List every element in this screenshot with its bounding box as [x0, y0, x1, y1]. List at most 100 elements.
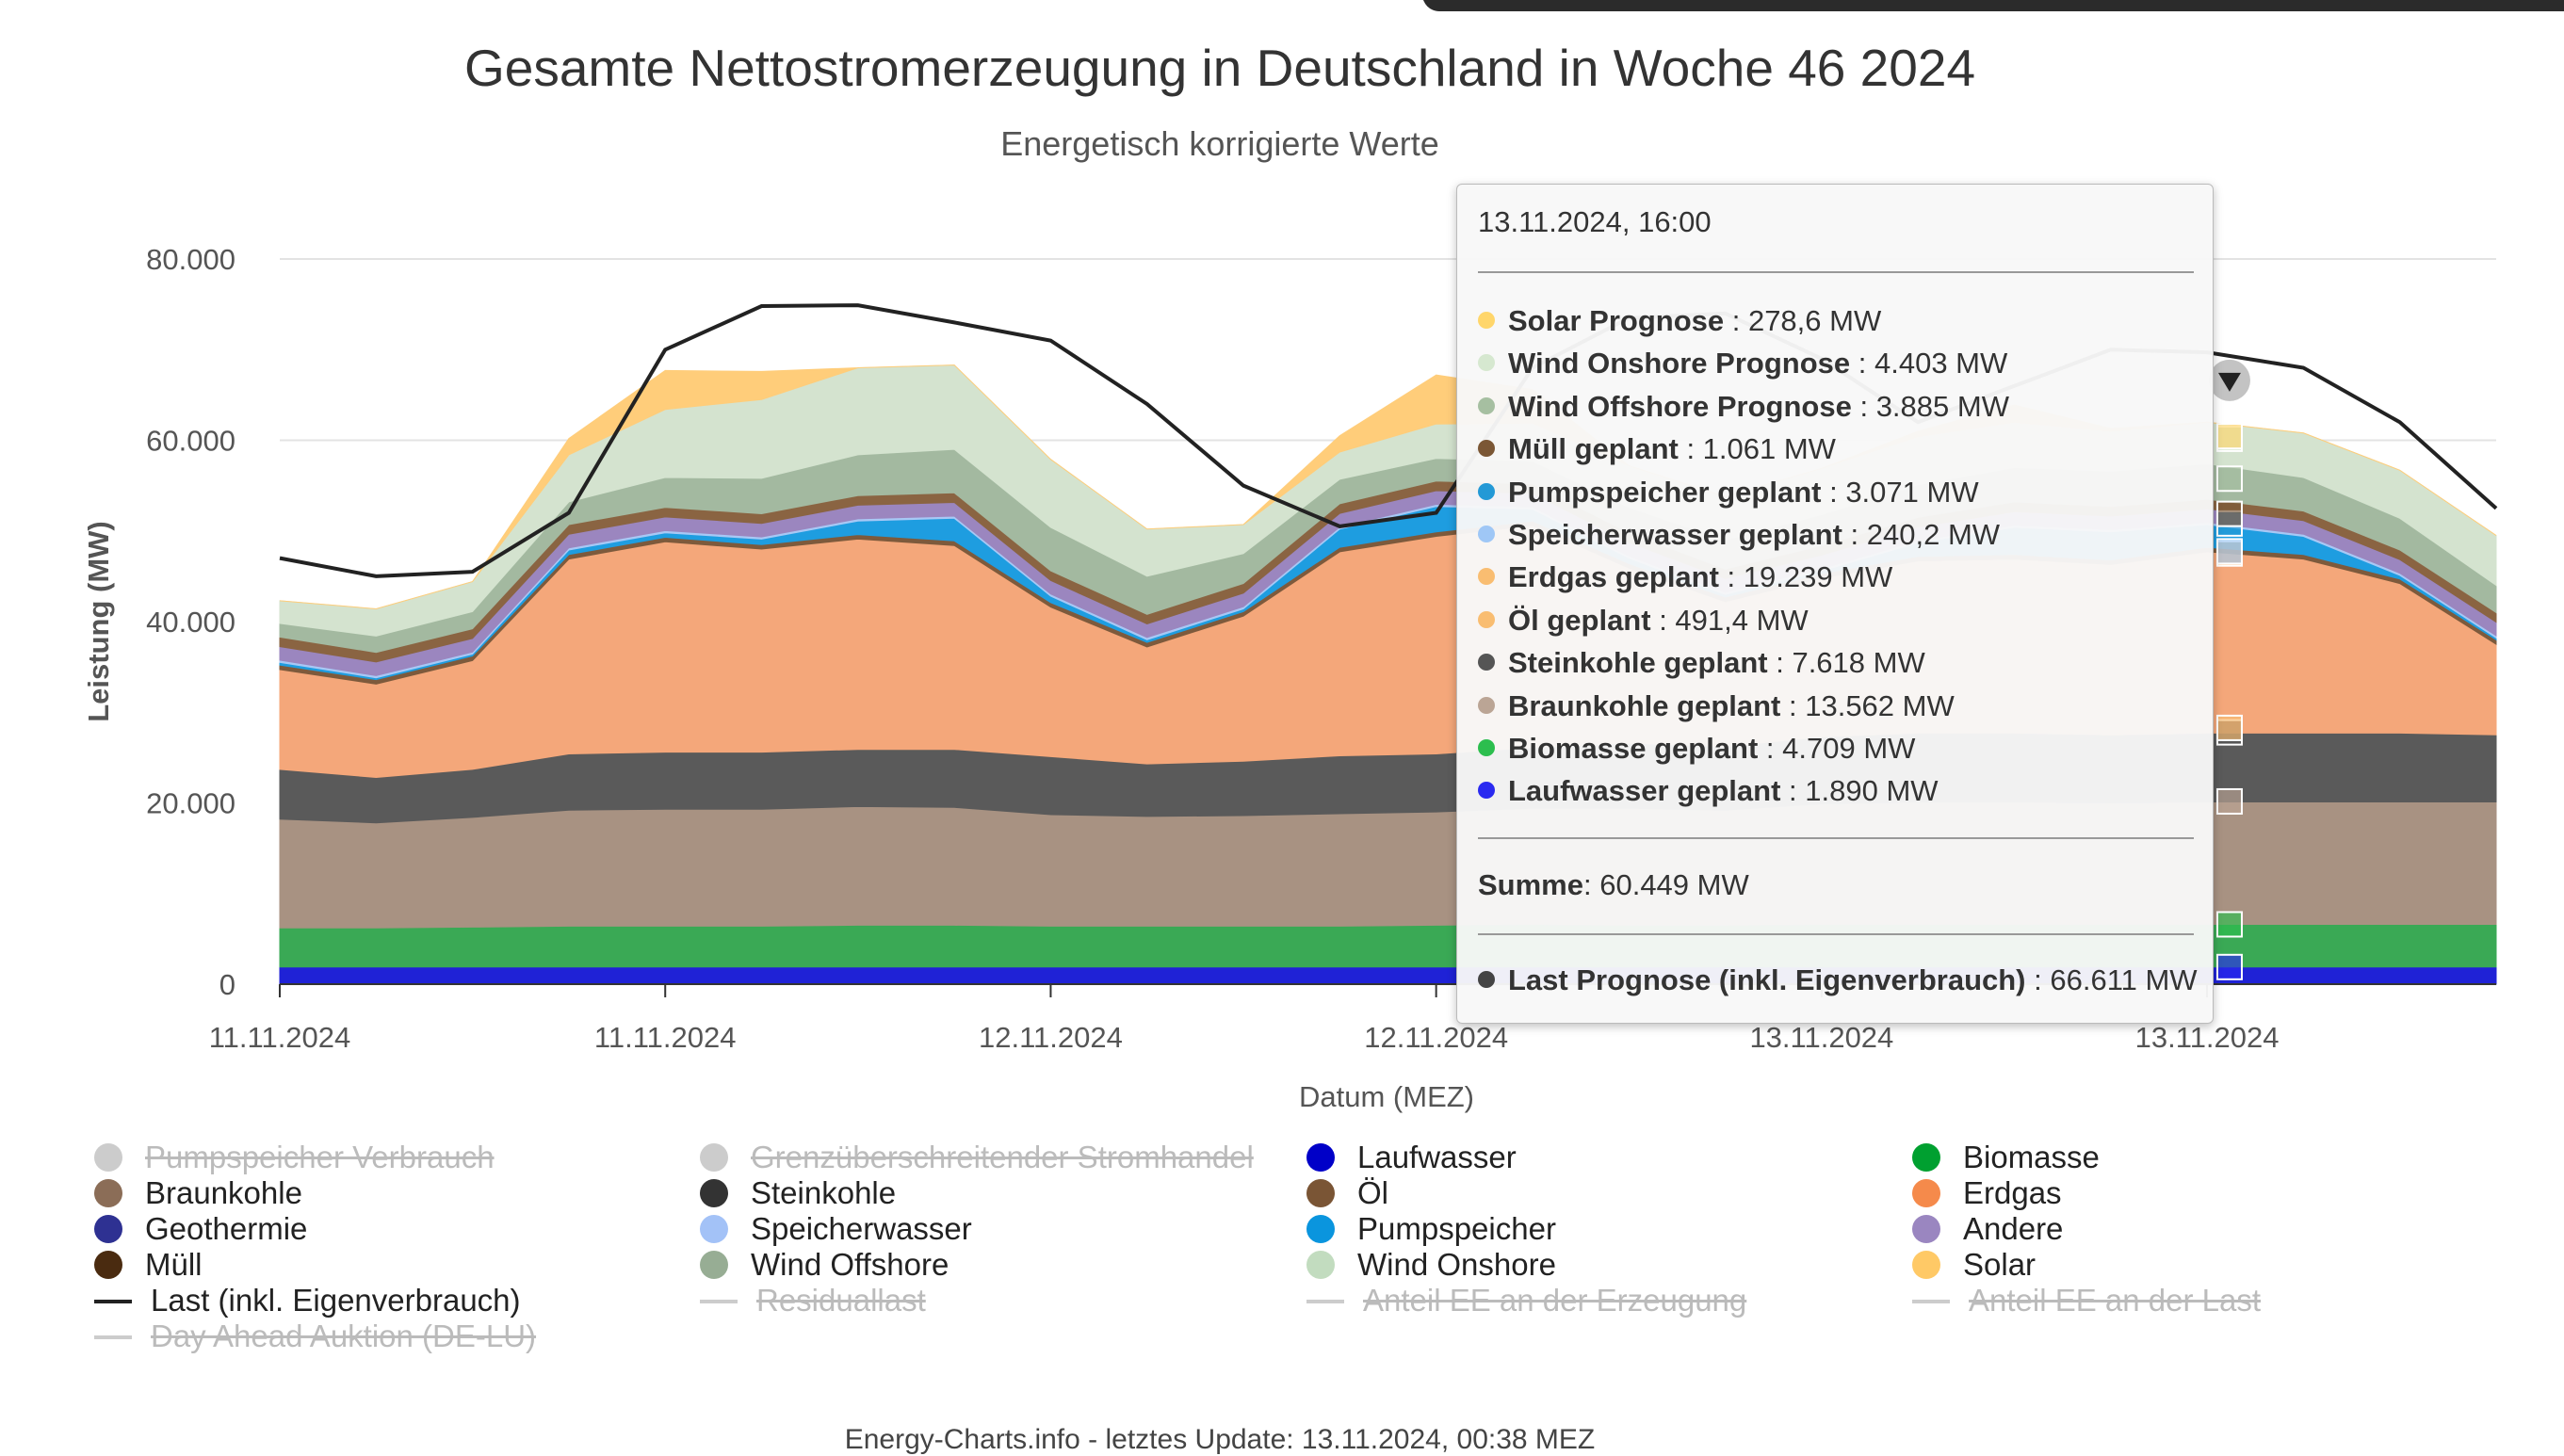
x-axis-ticks: 11.11.2024 11.11.2024 12.11.2024 12.11.2024… — [209, 984, 2280, 1054]
legend-item-biomasse[interactable]: Biomasse — [1912, 1140, 2100, 1175]
legend-swatch — [94, 1335, 132, 1339]
legend-label: Öl — [1357, 1175, 1388, 1210]
legend-label: Wind Onshore — [1357, 1247, 1556, 1282]
legend-swatch — [1912, 1251, 1940, 1279]
legend-swatch — [1912, 1179, 1940, 1207]
legend-swatch — [700, 1179, 728, 1207]
legend-swatch — [1912, 1143, 1940, 1172]
series-marker — [2215, 538, 2243, 565]
legend-label: Speicherwasser — [751, 1211, 972, 1246]
tooltip-row-label: Speicherwasser geplant — [1508, 518, 1842, 551]
legend-item-wind-offshore[interactable]: Wind Offshore — [700, 1247, 949, 1283]
tooltip-divider — [1478, 837, 2194, 839]
legend-swatch — [94, 1251, 122, 1279]
tooltip-row-dot — [1478, 482, 1495, 500]
legend-item-braunkohle[interactable]: Braunkohle — [94, 1175, 302, 1211]
legend-swatch — [1912, 1215, 1940, 1243]
tooltip-row: Wind Onshore Prognose : 4.403 MW — [1478, 347, 2007, 380]
tooltip-load-dot — [1478, 971, 1495, 988]
tooltip-row-dot — [1478, 396, 1495, 414]
tooltip-row-dot — [1478, 312, 1495, 329]
series-marker — [2215, 423, 2243, 450]
legend-item-andere[interactable]: Andere — [1912, 1211, 2063, 1247]
legend-item-pumpspeicher[interactable]: Pumpspeicher — [1306, 1211, 1556, 1247]
tooltip-row-value: 13.562 MW — [1805, 688, 1955, 722]
legend-item-grenzüberschreitender-stromhandel[interactable]: Grenzüberschreitender Stromhandel — [700, 1140, 1254, 1175]
tooltip-row-dot — [1478, 696, 1495, 714]
hover-markers — [2208, 359, 2250, 980]
tooltip-row-label: Braunkohle geplant — [1508, 688, 1781, 722]
tooltip-row-label: Erdgas geplant — [1508, 560, 1719, 594]
chart-title: Gesamte Nettostromerzeugung in Deutschla… — [463, 39, 1976, 97]
window-top-bar — [1422, 0, 2564, 11]
legend-swatch — [1306, 1251, 1335, 1279]
legend-swatch — [1306, 1143, 1335, 1172]
footer-credit: Energy-Charts.info - letztes Update: 13.… — [844, 1424, 1596, 1455]
legend-swatch — [1306, 1215, 1335, 1243]
chart-subtitle: Energetisch korrigierte Werte — [1000, 124, 1439, 163]
tooltip-row-dot — [1478, 354, 1495, 372]
legend-label: Anteil EE an der Last — [1969, 1283, 2262, 1318]
x-tick-label: 13.11.2024 — [1749, 1021, 1893, 1054]
tooltip-row: Pumpspeicher geplant : 3.071 MW — [1478, 476, 1979, 510]
legend-swatch — [700, 1143, 728, 1172]
tooltip-row: Braunkohle geplant : 13.562 MW — [1478, 689, 1955, 723]
legend-item-pumpspeicher-verbrauch[interactable]: Pumpspeicher Verbrauch — [94, 1140, 495, 1175]
series-marker — [2215, 953, 2243, 980]
legend-label: Müll — [145, 1247, 203, 1282]
legend-item-anteil-ee-an-der-erzeugung[interactable]: Anteil EE an der Erzeugung — [1306, 1283, 1746, 1318]
legend-label: Laufwasser — [1357, 1140, 1517, 1174]
tooltip-row: Biomasse geplant : 4.709 MW — [1478, 732, 1915, 766]
x-tick-label: 12.11.2024 — [979, 1021, 1123, 1054]
legend-label: Pumpspeicher Verbrauch — [145, 1140, 495, 1174]
y-tick-label: 60.000 — [146, 425, 235, 458]
load-marker — [2217, 372, 2241, 392]
legend-item-residuallast[interactable]: Residuallast — [700, 1283, 926, 1318]
tooltip-row: Laufwasser geplant : 1.890 MW — [1478, 774, 1939, 808]
legend-item-geothermie[interactable]: Geothermie — [94, 1211, 307, 1247]
legend-swatch — [94, 1300, 132, 1303]
legend-item-speicherwasser[interactable]: Speicherwasser — [700, 1211, 972, 1247]
legend-item-müll[interactable]: Müll — [94, 1247, 203, 1283]
x-tick-label: 11.11.2024 — [594, 1021, 737, 1054]
tooltip-row-value: 240,2 MW — [1866, 518, 2001, 551]
legend-item-anteil-ee-an-der-last[interactable]: Anteil EE an der Last — [1912, 1283, 2261, 1318]
tooltip-row: Öl geplant : 491,4 MW — [1478, 604, 1809, 638]
y-axis-ticks: 0 20.000 40.000 60.000 80.000 — [146, 243, 235, 1001]
tooltip-row: Speicherwasser geplant : 240,2 MW — [1478, 518, 2000, 552]
y-tick-label: 80.000 — [146, 243, 235, 276]
legend-label: Erdgas — [1963, 1175, 2062, 1210]
legend-item-erdgas[interactable]: Erdgas — [1912, 1175, 2062, 1211]
legend-label: Last (inkl. Eigenverbrauch) — [151, 1283, 521, 1318]
legend-label: Residuallast — [756, 1283, 926, 1318]
tooltip-row-value: 278,6 MW — [1747, 304, 1882, 337]
y-tick-label: 40.000 — [146, 606, 235, 639]
legend-label: Solar — [1963, 1247, 2037, 1282]
tooltip-row-label: Öl geplant — [1508, 603, 1651, 637]
legend-swatch — [700, 1215, 728, 1243]
tooltip-row-label: Solar Prognose — [1508, 304, 1725, 337]
chart-legend: Pumpspeicher Verbrauch Grenzüberschreiten… — [94, 1140, 2449, 1366]
tooltip-row-dot — [1478, 610, 1495, 628]
tooltip-row-label: Wind Onshore Prognose — [1508, 347, 1851, 380]
tooltip-row-dot — [1478, 654, 1495, 671]
legend-item-wind-onshore[interactable]: Wind Onshore — [1306, 1247, 1556, 1283]
legend-item-laufwasser[interactable]: Laufwasser — [1306, 1140, 1517, 1175]
legend-item-day-ahead-auktion-de-lu-[interactable]: Day Ahead Auktion (DE-LU) — [94, 1318, 536, 1354]
tooltip-row-value: 19.239 MW — [1743, 560, 1893, 594]
legend-item-steinkohle[interactable]: Steinkohle — [700, 1175, 896, 1211]
series-marker — [2215, 911, 2243, 938]
legend-label: Steinkohle — [751, 1175, 897, 1210]
legend-item-last-inkl-eigenverbrauch-[interactable]: Last (inkl. Eigenverbrauch) — [94, 1283, 521, 1318]
tooltip-row-value: 7.618 MW — [1792, 646, 1925, 680]
legend-swatch — [94, 1179, 122, 1207]
y-axis-title: Leistung (MW) — [82, 521, 115, 722]
legend-label: Grenzüberschreitender Stromhandel — [751, 1140, 1254, 1174]
legend-item-solar[interactable]: Solar — [1912, 1247, 2036, 1283]
legend-label: Andere — [1963, 1211, 2064, 1246]
tooltip-row-value: 3.071 MW — [1845, 475, 1979, 509]
tooltip-sum: Summe: 60.449 MW — [1478, 868, 1749, 901]
series-marker — [2215, 465, 2243, 493]
legend-swatch — [1306, 1300, 1344, 1303]
legend-item-öl[interactable]: Öl — [1306, 1175, 1388, 1211]
